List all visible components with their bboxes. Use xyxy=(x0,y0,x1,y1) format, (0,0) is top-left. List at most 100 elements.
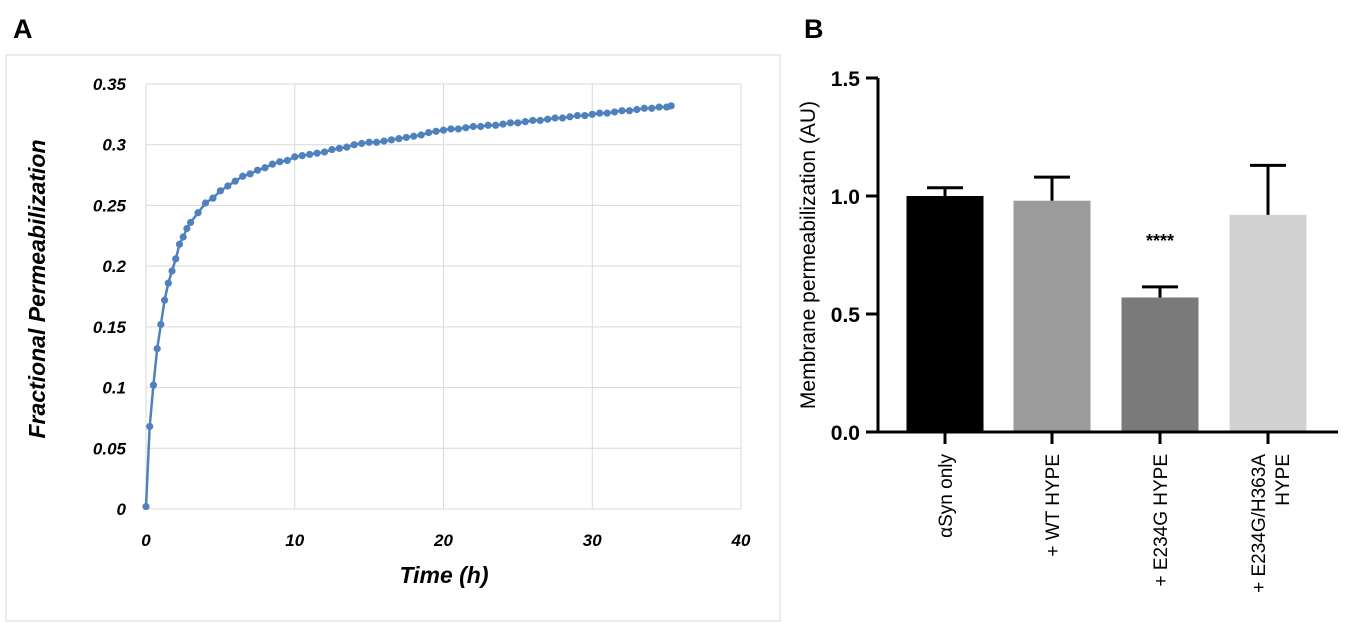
chart-a-data-point xyxy=(536,116,544,125)
chart-a-data-point xyxy=(625,107,634,115)
chart-a-data-point xyxy=(253,166,262,174)
chart-a-x-ticks: 0 10 20 30 40 xyxy=(141,531,751,550)
chart-a-data-point xyxy=(183,224,191,233)
chart-a-data-point xyxy=(484,121,492,129)
chart-a-data-point xyxy=(425,128,433,137)
chart-a-y-tick-label: 0.35 xyxy=(93,75,127,94)
chart-a-data-point xyxy=(187,218,195,227)
chart-b-bars xyxy=(906,196,1307,432)
chart-a-data-point xyxy=(402,133,410,142)
chart-a-data-point xyxy=(610,108,619,116)
chart-a-data-point xyxy=(499,120,507,128)
panel-a-label: A xyxy=(13,14,33,44)
chart-b-bar xyxy=(1229,214,1307,432)
chart-a-data-point xyxy=(439,126,448,134)
chart-a-data-point xyxy=(313,149,321,157)
chart-a-data-point xyxy=(551,114,559,122)
chart-a-data-point xyxy=(343,143,351,151)
chart-a-data-point xyxy=(454,125,462,133)
chart-a-data-point xyxy=(566,113,574,121)
chart-a-y-tick-label: 0.25 xyxy=(93,196,127,215)
chart-a-data-point xyxy=(462,124,470,132)
chart-a-data-point xyxy=(291,153,299,161)
chart-a-data-point xyxy=(372,138,381,146)
chart-a-x-title: Time (h) xyxy=(399,562,488,588)
chart-a-data-point xyxy=(160,296,169,304)
chart-a-data-point xyxy=(633,105,641,114)
chart-a-data-point xyxy=(146,422,154,431)
chart-a-data-point xyxy=(432,127,440,135)
chart-a-data-point xyxy=(320,148,329,156)
chart-a-data-point xyxy=(514,119,522,127)
chart-a-x-tick-label: 40 xyxy=(731,531,751,550)
chart-a-data-point xyxy=(447,125,455,133)
chart-a-data-point xyxy=(358,139,366,148)
chart-a-y-title: Fractional Permeabilization xyxy=(24,139,50,438)
chart-a-data-point xyxy=(387,136,396,144)
chart-a-data-point xyxy=(618,107,626,115)
chart-a-data-point xyxy=(179,233,187,241)
chart-a-points xyxy=(142,102,675,511)
chart-a-data-point xyxy=(603,109,611,117)
chart-a-data-point xyxy=(246,170,254,178)
chart-a-data-point xyxy=(306,150,314,159)
chart-a-data-point xyxy=(335,144,343,152)
chart-b-category-label: + WT HYPE xyxy=(1043,454,1064,557)
chart-a-data-point xyxy=(365,138,373,146)
chart-a-data-point xyxy=(142,502,150,511)
chart-a-data-point xyxy=(544,115,552,123)
chart-b-category-label: + E234G HYPE xyxy=(1151,454,1172,587)
chart-b-bar xyxy=(1013,200,1091,432)
chart-a-data-point xyxy=(328,145,336,154)
chart-a-data-point xyxy=(655,103,663,111)
chart-a-data-point xyxy=(276,158,284,166)
chart-a-data-point xyxy=(395,135,403,143)
chart-a-data-point xyxy=(216,187,224,195)
chart-a-data-point xyxy=(410,132,418,140)
chart-a-data-point xyxy=(224,182,232,190)
chart-a-x-tick-label: 10 xyxy=(285,531,304,550)
chart-a-data-point xyxy=(194,209,202,217)
chart-a-data-point xyxy=(283,156,291,165)
chart-a-x-tick-label: 30 xyxy=(583,531,602,550)
chart-b-category-label: + E234G/H363A HYPE xyxy=(1249,454,1294,593)
chart-a-y-tick-label: 0.3 xyxy=(102,136,126,155)
chart-a-data-point xyxy=(667,102,675,110)
chart-a-data-point xyxy=(239,172,247,180)
chart-a-data-point xyxy=(558,114,567,122)
chart-a-y-tick-label: 0.05 xyxy=(93,439,127,458)
chart-a-data-point xyxy=(149,381,158,389)
chart-a-data-point xyxy=(529,116,537,125)
chart-b-y-tick-label: 0.5 xyxy=(831,304,861,327)
chart-a-data-point xyxy=(350,141,358,149)
chart-a-data-point xyxy=(573,111,581,120)
chart-b-y-title: Membrane permeabilization (AU) xyxy=(797,101,820,409)
chart-a-data-point xyxy=(596,109,604,117)
chart-a-data-point xyxy=(209,194,217,202)
chart-a-data-point xyxy=(640,104,648,112)
chart-b-y-tick-label: 1.5 xyxy=(831,68,861,91)
chart-a-y-tick-label: 0.2 xyxy=(102,257,126,276)
chart-a-data-point xyxy=(231,177,239,185)
chart-a-data-point xyxy=(261,164,269,172)
chart-a-data-point xyxy=(469,122,477,131)
chart-a-data-point xyxy=(521,118,529,126)
chart-a-data-point xyxy=(153,345,161,353)
chart-a-data-point xyxy=(477,122,485,131)
chart-b-error-bars xyxy=(927,163,1286,298)
chart-a-data-point xyxy=(164,279,172,287)
chart-a-data-point xyxy=(648,104,656,112)
chart-a-data-point xyxy=(380,137,388,145)
chart-a-data-point xyxy=(172,255,180,263)
chart-a-data-point xyxy=(417,131,425,139)
chart-b-y-ticks: 0.0 0.5 1.0 1.5 xyxy=(831,68,878,445)
chart-a-data-point xyxy=(298,152,306,160)
chart-a-data-point xyxy=(506,119,515,127)
chart-a-frame xyxy=(5,54,781,622)
chart-b-category-label: αSyn only xyxy=(936,454,957,538)
chart-b-bar xyxy=(1121,297,1199,432)
chart-b-bar xyxy=(906,196,984,432)
panel-b-label: B xyxy=(804,14,824,44)
chart-b-y-tick-label: 1.0 xyxy=(831,186,860,209)
